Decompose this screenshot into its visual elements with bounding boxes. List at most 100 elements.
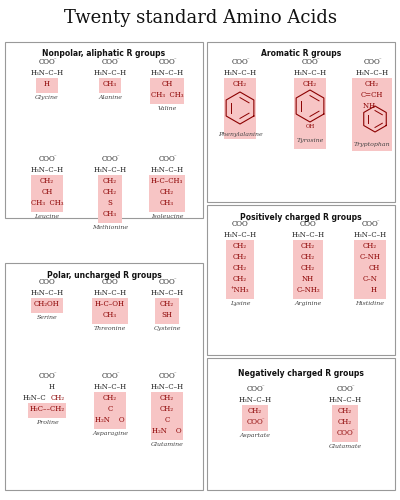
Text: COO: COO [364, 58, 380, 66]
Bar [354, 240, 386, 299]
Text: ⁻: ⁻ [174, 277, 176, 282]
Text: Phenylalanine: Phenylalanine [218, 132, 262, 137]
Text: CH₂: CH₂ [233, 80, 247, 88]
Text: Aspartate: Aspartate [240, 433, 270, 438]
Text: CH₂OH: CH₂OH [34, 300, 60, 308]
Text: Tryptophan: Tryptophan [354, 142, 390, 147]
Text: CH₃  CH₃: CH₃ CH₃ [151, 91, 183, 99]
Text: CH₂: CH₂ [233, 253, 247, 261]
Text: CH₂: CH₂ [160, 188, 174, 196]
Text: H₃N–C–H: H₃N–C–H [356, 69, 388, 77]
Bar [207, 42, 395, 202]
Text: H₂N    O: H₂N O [95, 416, 125, 424]
Text: ⁻: ⁻ [247, 57, 249, 62]
Text: Serine: Serine [37, 315, 57, 320]
Text: Threonine: Threonine [94, 326, 126, 331]
Text: H₃N–C–H: H₃N–C–H [150, 289, 184, 297]
Bar [5, 263, 203, 490]
Text: ⁻: ⁻ [247, 219, 249, 224]
Text: COO: COO [39, 278, 55, 286]
Text: H₃N–C–H: H₃N–C–H [94, 166, 126, 174]
Text: COO: COO [39, 372, 55, 380]
Text: C–NH₂: C–NH₂ [296, 286, 320, 294]
Text: H₃N–C–H: H₃N–C–H [30, 69, 64, 77]
Bar [352, 78, 392, 151]
Text: COO: COO [159, 372, 175, 380]
Text: ⁻: ⁻ [262, 384, 264, 389]
Text: Aromatic R groups: Aromatic R groups [261, 50, 341, 58]
Bar [294, 78, 326, 149]
Text: H₃N–C–H: H₃N–C–H [94, 289, 126, 297]
Text: H₂C––CH₂: H₂C––CH₂ [30, 405, 64, 413]
Bar [155, 298, 179, 324]
Text: CH₃: CH₃ [103, 210, 117, 218]
Text: COO: COO [159, 58, 175, 66]
Text: ⁻: ⁻ [117, 57, 119, 62]
Text: ⁺NH₃: ⁺NH₃ [231, 286, 249, 294]
Text: CH: CH [368, 264, 380, 272]
Text: ⁻: ⁻ [262, 417, 264, 422]
Text: COO: COO [102, 58, 118, 66]
Text: SH: SH [162, 311, 172, 319]
Text: COO: COO [300, 220, 316, 228]
Text: Positively charged R groups: Positively charged R groups [240, 212, 362, 222]
Text: H₃N–C–H: H₃N–C–H [150, 69, 184, 77]
Text: C: C [164, 416, 170, 424]
Text: Glutamate: Glutamate [328, 444, 362, 449]
Text: Twenty standard Amino Acids: Twenty standard Amino Acids [64, 9, 336, 27]
Text: Isoleucine: Isoleucine [151, 214, 183, 219]
Text: CH₂: CH₂ [40, 177, 54, 185]
Text: ⁻: ⁻ [174, 57, 176, 62]
Text: CH₂: CH₂ [103, 177, 117, 185]
Text: ⁻: ⁻ [379, 57, 381, 62]
Text: ⁻: ⁻ [117, 277, 119, 282]
Text: COO: COO [232, 58, 248, 66]
Text: CH₂: CH₂ [363, 242, 377, 250]
Bar [5, 42, 203, 218]
Text: Lysine: Lysine [230, 301, 250, 306]
Text: CH₂: CH₂ [365, 80, 379, 88]
Bar [151, 392, 183, 440]
Bar [28, 403, 66, 418]
Text: H–C–OH: H–C–OH [95, 300, 125, 308]
Text: ⁻: ⁻ [54, 57, 56, 62]
Bar [207, 358, 395, 490]
Text: CH₂: CH₂ [160, 405, 174, 413]
Text: C–N: C–N [362, 275, 378, 283]
Text: H₃N–C–H: H₃N–C–H [294, 69, 326, 77]
Bar [224, 78, 256, 139]
Text: Cysteine: Cysteine [153, 326, 181, 331]
Text: CH₂: CH₂ [233, 264, 247, 272]
Text: Proline: Proline [36, 420, 58, 425]
Text: Polar, uncharged R groups: Polar, uncharged R groups [47, 270, 161, 280]
Text: H₃N–C–H: H₃N–C–H [354, 231, 386, 239]
Text: Leucine: Leucine [34, 214, 60, 219]
Bar [31, 175, 63, 212]
Text: ⁻: ⁻ [352, 384, 354, 389]
Text: H₃N–C–H: H₃N–C–H [150, 166, 184, 174]
Text: H₂N–C: H₂N–C [22, 394, 46, 402]
Text: COO: COO [362, 220, 378, 228]
Text: C–NH: C–NH [360, 253, 380, 261]
Text: H₃N–C–H: H₃N–C–H [150, 383, 184, 391]
Text: CH₂: CH₂ [303, 80, 317, 88]
Text: NH: NH [302, 275, 314, 283]
Bar [94, 392, 126, 429]
Text: CH₂: CH₂ [103, 188, 117, 196]
Text: CH₂: CH₂ [160, 300, 174, 308]
Text: CH₂: CH₂ [233, 275, 247, 283]
Bar [150, 78, 184, 104]
Bar [36, 78, 58, 93]
Text: H₃N–C–H: H₃N–C–H [94, 383, 126, 391]
Text: ⁻: ⁻ [54, 154, 56, 159]
Text: CH₃  CH₃: CH₃ CH₃ [31, 199, 63, 207]
Text: CH₂: CH₂ [233, 242, 247, 250]
Text: ⁻: ⁻ [54, 277, 56, 282]
Text: CH₃: CH₃ [103, 311, 117, 319]
Polygon shape [226, 92, 254, 124]
Text: ⁻: ⁻ [117, 154, 119, 159]
Bar [31, 298, 63, 313]
Text: CH₂: CH₂ [338, 407, 352, 415]
Text: C: C [107, 405, 113, 413]
Text: CH₂: CH₂ [160, 394, 174, 402]
